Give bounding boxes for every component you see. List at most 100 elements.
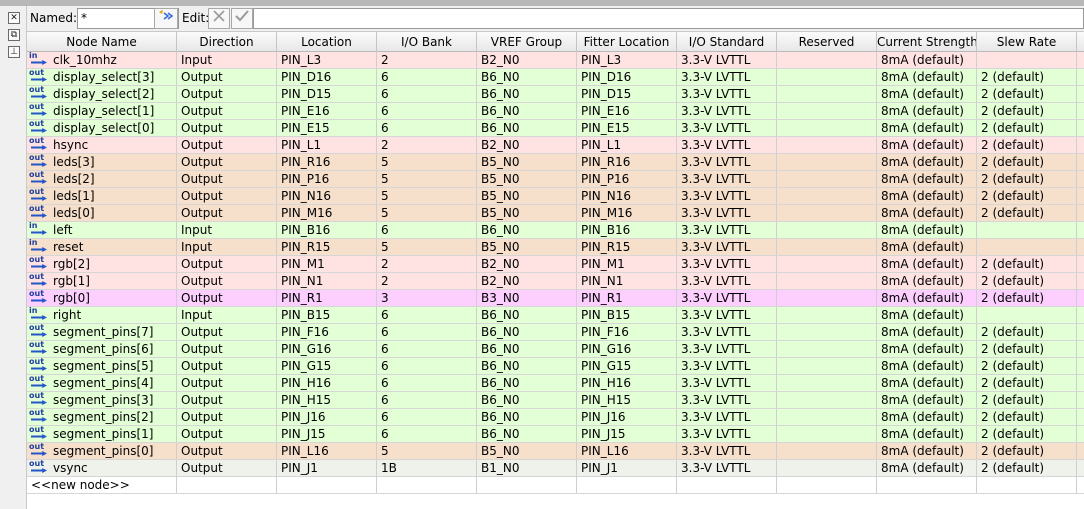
cell-reserved[interactable] xyxy=(777,341,877,357)
cell-vref-group[interactable]: B6_N0 xyxy=(477,358,577,374)
cell-io-bank[interactable]: 6 xyxy=(377,426,477,442)
column-header-slew-rate[interactable]: Slew Rate xyxy=(977,32,1077,52)
cell-current-strength[interactable]: 8mA (default) xyxy=(877,120,977,136)
cell-direction[interactable]: Output xyxy=(177,392,277,408)
cell-fitter-location[interactable]: PIN_G15 xyxy=(577,358,677,374)
table-row[interactable]: out rgb[0] Output PIN_R1 3 B3_N0 PIN_R1 3.3-V L… xyxy=(27,290,1084,307)
new-node-cell-slew-rate[interactable] xyxy=(977,477,1077,493)
cell-io-bank[interactable]: 5 xyxy=(377,443,477,459)
cell-fitter-location[interactable]: PIN_J16 xyxy=(577,409,677,425)
cell-reserved[interactable] xyxy=(777,375,877,391)
cell-node-name[interactable]: in clk_10mhz xyxy=(27,52,177,68)
cell-node-name[interactable]: out segment_pins[6] xyxy=(27,341,177,357)
cell-current-strength[interactable]: 8mA (default) xyxy=(877,375,977,391)
cell-reserved[interactable] xyxy=(777,392,877,408)
cell-slew-rate[interactable]: 2 (default) xyxy=(977,154,1077,170)
cell-location[interactable]: PIN_R16 xyxy=(277,154,377,170)
cell-io-bank[interactable]: 5 xyxy=(377,188,477,204)
cell-location[interactable]: PIN_N1 xyxy=(277,273,377,289)
cell-fitter-location[interactable]: PIN_B15 xyxy=(577,307,677,323)
column-header-fitter-location[interactable]: Fitter Location xyxy=(577,32,677,52)
cell-direction[interactable]: Output xyxy=(177,426,277,442)
cell-current-strength[interactable]: 8mA (default) xyxy=(877,86,977,102)
cell-reserved[interactable] xyxy=(777,409,877,425)
cell-node-name[interactable]: out vsync xyxy=(27,460,177,476)
cell-io-standard[interactable]: 3.3-V LVTTL xyxy=(677,307,777,323)
cell-fitter-location[interactable]: PIN_R16 xyxy=(577,154,677,170)
table-row[interactable]: out rgb[2] Output PIN_M1 2 B2_N0 PIN_M1 3.3-V L… xyxy=(27,256,1084,273)
cell-location[interactable]: PIN_L3 xyxy=(277,52,377,68)
cell-direction[interactable]: Output xyxy=(177,358,277,374)
table-row[interactable]: out segment_pins[2] Output PIN_J16 6 B6_N0 PIN… xyxy=(27,409,1084,426)
cell-io-standard[interactable]: 3.3-V LVTTL xyxy=(677,69,777,85)
cell-vref-group[interactable]: B6_N0 xyxy=(477,86,577,102)
table-row[interactable]: in right Input PIN_B15 6 B6_N0 PIN_B15 3.3-V LV… xyxy=(27,307,1084,324)
cell-direction[interactable]: Output xyxy=(177,273,277,289)
cell-io-bank[interactable]: 2 xyxy=(377,52,477,68)
cell-io-bank[interactable]: 3 xyxy=(377,290,477,306)
column-header-vref-group[interactable]: VREF Group xyxy=(477,32,577,52)
cell-slew-rate[interactable]: 2 (default) xyxy=(977,290,1077,306)
cell-slew-rate[interactable]: 2 (default) xyxy=(977,426,1077,442)
cell-io-standard[interactable]: 3.3-V LVTTL xyxy=(677,103,777,119)
cell-location[interactable]: PIN_D16 xyxy=(277,69,377,85)
cell-io-bank[interactable]: 6 xyxy=(377,222,477,238)
cell-current-strength[interactable]: 8mA (default) xyxy=(877,188,977,204)
column-header-direction[interactable]: Direction xyxy=(177,32,277,52)
cell-slew-rate[interactable]: 2 (default) xyxy=(977,443,1077,459)
cell-io-standard[interactable]: 3.3-V LVTTL xyxy=(677,341,777,357)
cell-location[interactable]: PIN_H15 xyxy=(277,392,377,408)
table-row[interactable]: out display_select[2] Output PIN_D15 6 B6_N0 P… xyxy=(27,86,1084,103)
cell-io-standard[interactable]: 3.3-V LVTTL xyxy=(677,137,777,153)
cell-location[interactable]: PIN_G15 xyxy=(277,358,377,374)
cell-io-bank[interactable]: 6 xyxy=(377,358,477,374)
cell-io-bank[interactable]: 5 xyxy=(377,205,477,221)
cell-reserved[interactable] xyxy=(777,290,877,306)
cell-io-standard[interactable]: 3.3-V LVTTL xyxy=(677,426,777,442)
cell-reserved[interactable] xyxy=(777,460,877,476)
cell-slew-rate[interactable]: 2 (default) xyxy=(977,460,1077,476)
cell-vref-group[interactable]: B5_N0 xyxy=(477,171,577,187)
cell-current-strength[interactable]: 8mA (default) xyxy=(877,103,977,119)
cell-vref-group[interactable]: B5_N0 xyxy=(477,205,577,221)
cell-slew-rate[interactable] xyxy=(977,307,1077,323)
cell-direction[interactable]: Output xyxy=(177,86,277,102)
cell-current-strength[interactable]: 8mA (default) xyxy=(877,239,977,255)
cell-fitter-location[interactable]: PIN_J1 xyxy=(577,460,677,476)
cell-io-standard[interactable]: 3.3-V LVTTL xyxy=(677,460,777,476)
cell-io-bank[interactable]: 2 xyxy=(377,273,477,289)
cell-vref-group[interactable]: B6_N0 xyxy=(477,341,577,357)
new-node-cell-io-bank[interactable] xyxy=(377,477,477,493)
cell-io-bank[interactable]: 6 xyxy=(377,341,477,357)
wizard-icon[interactable] xyxy=(154,8,178,29)
cell-slew-rate[interactable]: 2 (default) xyxy=(977,188,1077,204)
cell-vref-group[interactable]: B2_N0 xyxy=(477,256,577,272)
cell-io-standard[interactable]: 3.3-V LVTTL xyxy=(677,273,777,289)
cell-io-bank[interactable]: 6 xyxy=(377,409,477,425)
cell-fitter-location[interactable]: PIN_M16 xyxy=(577,205,677,221)
cell-vref-group[interactable]: B6_N0 xyxy=(477,103,577,119)
cell-node-name[interactable]: in left xyxy=(27,222,177,238)
cell-fitter-location[interactable]: PIN_L3 xyxy=(577,52,677,68)
close-icon[interactable]: ✕ xyxy=(8,12,20,24)
cell-node-name[interactable]: out display_select[0] xyxy=(27,120,177,136)
cell-fitter-location[interactable]: PIN_L1 xyxy=(577,137,677,153)
cell-io-bank[interactable]: 2 xyxy=(377,137,477,153)
cell-slew-rate[interactable]: 2 (default) xyxy=(977,358,1077,374)
cell-node-name[interactable]: out segment_pins[2] xyxy=(27,409,177,425)
cell-vref-group[interactable]: B1_N0 xyxy=(477,460,577,476)
table-row[interactable]: out display_select[1] Output PIN_E16 6 B6_N0 P… xyxy=(27,103,1084,120)
cell-io-standard[interactable]: 3.3-V LVTTL xyxy=(677,188,777,204)
cell-io-bank[interactable]: 1B xyxy=(377,460,477,476)
cell-current-strength[interactable]: 8mA (default) xyxy=(877,392,977,408)
cell-current-strength[interactable]: 8mA (default) xyxy=(877,52,977,68)
column-header-reserved[interactable]: Reserved xyxy=(777,32,877,52)
cell-reserved[interactable] xyxy=(777,273,877,289)
cell-node-name[interactable]: out segment_pins[7] xyxy=(27,324,177,340)
cell-io-bank[interactable]: 6 xyxy=(377,324,477,340)
cell-vref-group[interactable]: B6_N0 xyxy=(477,324,577,340)
cell-direction[interactable]: Output xyxy=(177,69,277,85)
table-row[interactable]: out leds[1] Output PIN_N16 5 B5_N0 PIN_N16 3.3-… xyxy=(27,188,1084,205)
cell-current-strength[interactable]: 8mA (default) xyxy=(877,443,977,459)
table-row[interactable]: out segment_pins[6] Output PIN_G16 6 B6_N0 PIN… xyxy=(27,341,1084,358)
